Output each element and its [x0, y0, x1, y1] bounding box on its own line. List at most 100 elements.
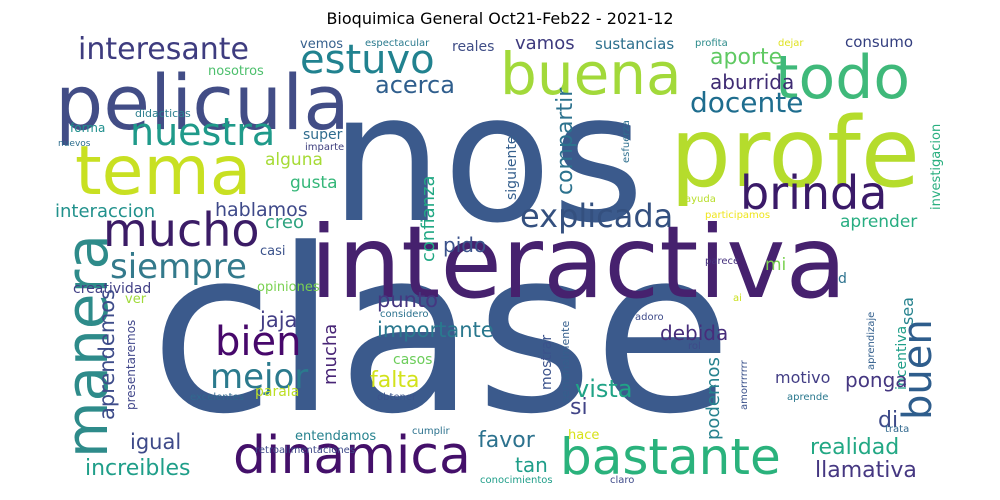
word-vemos: vemos [300, 37, 344, 52]
word-creatividad: creatividad [73, 281, 152, 297]
word-mucho: mucho [103, 203, 260, 257]
word-aporte: aporte [710, 45, 783, 70]
word-buena: buena [500, 40, 682, 108]
word-punto: punto [377, 288, 439, 312]
word-favor: favor [478, 428, 535, 453]
word-brinda: brinda [740, 166, 888, 220]
word-cumplir: cumplir [412, 426, 450, 437]
word-conocimientos: conocimientos [480, 475, 553, 486]
word-rol: rol [688, 341, 701, 352]
word-ponga: ponga [845, 368, 908, 392]
word-falta: falta [370, 368, 420, 393]
word-claro: claro [610, 475, 635, 486]
word-mucha: mucha [320, 323, 341, 385]
word-nuevos: nuevos [58, 139, 91, 149]
word-di: di [878, 408, 899, 433]
word-llamativa: llamativa [815, 458, 917, 483]
word-amorrrrrrr: amorrrrrrr [739, 360, 750, 410]
word-nosotros: nosotros [208, 64, 264, 79]
word-aprende: aprende [787, 392, 829, 403]
word-trata: trata [885, 424, 910, 435]
word-aprendemos: aprendemos [95, 288, 119, 420]
word-confianza: confianza [418, 175, 439, 262]
word-entendamos: entendamos [295, 429, 377, 444]
word-parece: parece [705, 256, 740, 267]
word-podemos: podemos [703, 357, 724, 440]
word-realidad: realidad [810, 435, 900, 460]
word-mejor: mejor [210, 357, 309, 397]
word-consumo: consumo [845, 35, 914, 51]
word-vista: vista [575, 375, 633, 403]
word-bien: bien [215, 319, 302, 365]
word-excelentes: excelentes [190, 392, 244, 403]
word-debida: debida [660, 321, 729, 345]
word-semanalmente: semanalmente [559, 320, 572, 403]
word-casos: casos [393, 352, 433, 368]
word-hace: hace [568, 428, 600, 443]
word-vamos: vamos [515, 35, 575, 54]
word-importante: importante [377, 318, 494, 342]
word-presentaremos: presentaremos [124, 319, 138, 410]
word-espectacular: espectacular [365, 38, 430, 49]
word-investigacion: investigacion [929, 123, 944, 210]
word-nos: nos [330, 55, 645, 262]
word-aprender: aprender [840, 212, 918, 232]
word-imparte: imparte [305, 142, 345, 153]
word-compartir: compartir [553, 87, 578, 195]
word-forma: forma [70, 121, 106, 135]
word-creo: creo [265, 212, 304, 233]
word-docente: docente [690, 86, 804, 119]
word-cloud: clase nos interactiva profe pelicula tem… [50, 35, 950, 485]
chart-title: Bioquimica General Oct21-Feb22 - 2021-12 [326, 9, 674, 28]
word-didacticas: didacticas [135, 107, 191, 120]
word-considero: considero [380, 309, 429, 320]
word-interesante: interesante [78, 35, 249, 67]
word-aprendizaje: aprendizaje [866, 311, 877, 370]
word-mostrar: mostrar [539, 334, 555, 390]
word-reales: reales [452, 39, 495, 55]
word-interactiva: interactiva [310, 204, 847, 321]
word-adoro: adoro [635, 312, 664, 323]
word-ai: ai [733, 293, 742, 304]
word-pelicula: pelicula [55, 58, 350, 147]
word-profita: profita [695, 38, 728, 49]
word-dejar: dejar [778, 38, 804, 49]
word-sea: sea [898, 297, 917, 325]
word-retroalimentaciones: retroalimentaciones [255, 445, 356, 456]
word-todo: todo [775, 43, 911, 113]
word-pido: pido [443, 233, 487, 257]
word-ver: ver [125, 292, 147, 307]
word-d: d [838, 271, 847, 287]
word-clase: clase [150, 201, 733, 464]
word-gusta: gusta [290, 173, 338, 193]
word-estuvo: estuvo [300, 37, 435, 83]
word-acerca: acerca [375, 71, 455, 99]
word-alguna: alguna [265, 150, 323, 170]
word-siempre: siempre [110, 247, 247, 287]
word-ayuda: ayuda [685, 194, 716, 205]
word-super: super [303, 127, 343, 143]
word-nuestra: nuestra [130, 110, 276, 154]
word-obtener: obtener [377, 392, 417, 403]
word-esfuerza: esfuerza [621, 120, 632, 163]
word-sustancias: sustancias [595, 35, 675, 53]
word-motivo: motivo [775, 368, 831, 387]
word-participamos: participamos [705, 210, 771, 221]
word-si: si [570, 395, 588, 420]
word-interaccion: interaccion [55, 201, 156, 222]
word-increibles: increibles [85, 456, 191, 481]
word-siguiente: siguiente [504, 135, 520, 200]
word-mi: mi [765, 255, 787, 275]
word-dinamica: dinamica [233, 426, 471, 485]
word-opiniones: opiniones [257, 280, 320, 295]
word-hablamos: hablamos [215, 199, 308, 221]
word-tema: tema [75, 132, 252, 211]
word-igual: igual [130, 430, 182, 454]
word-bastante: bastante [560, 428, 781, 485]
word-jaja: jaja [260, 308, 298, 332]
word-profe: profe [670, 97, 920, 209]
word-casi: casi [260, 244, 286, 259]
word-tan: tan [515, 453, 548, 477]
word-parala: parala [255, 384, 300, 400]
word-aburrida: aburrida [710, 70, 795, 94]
